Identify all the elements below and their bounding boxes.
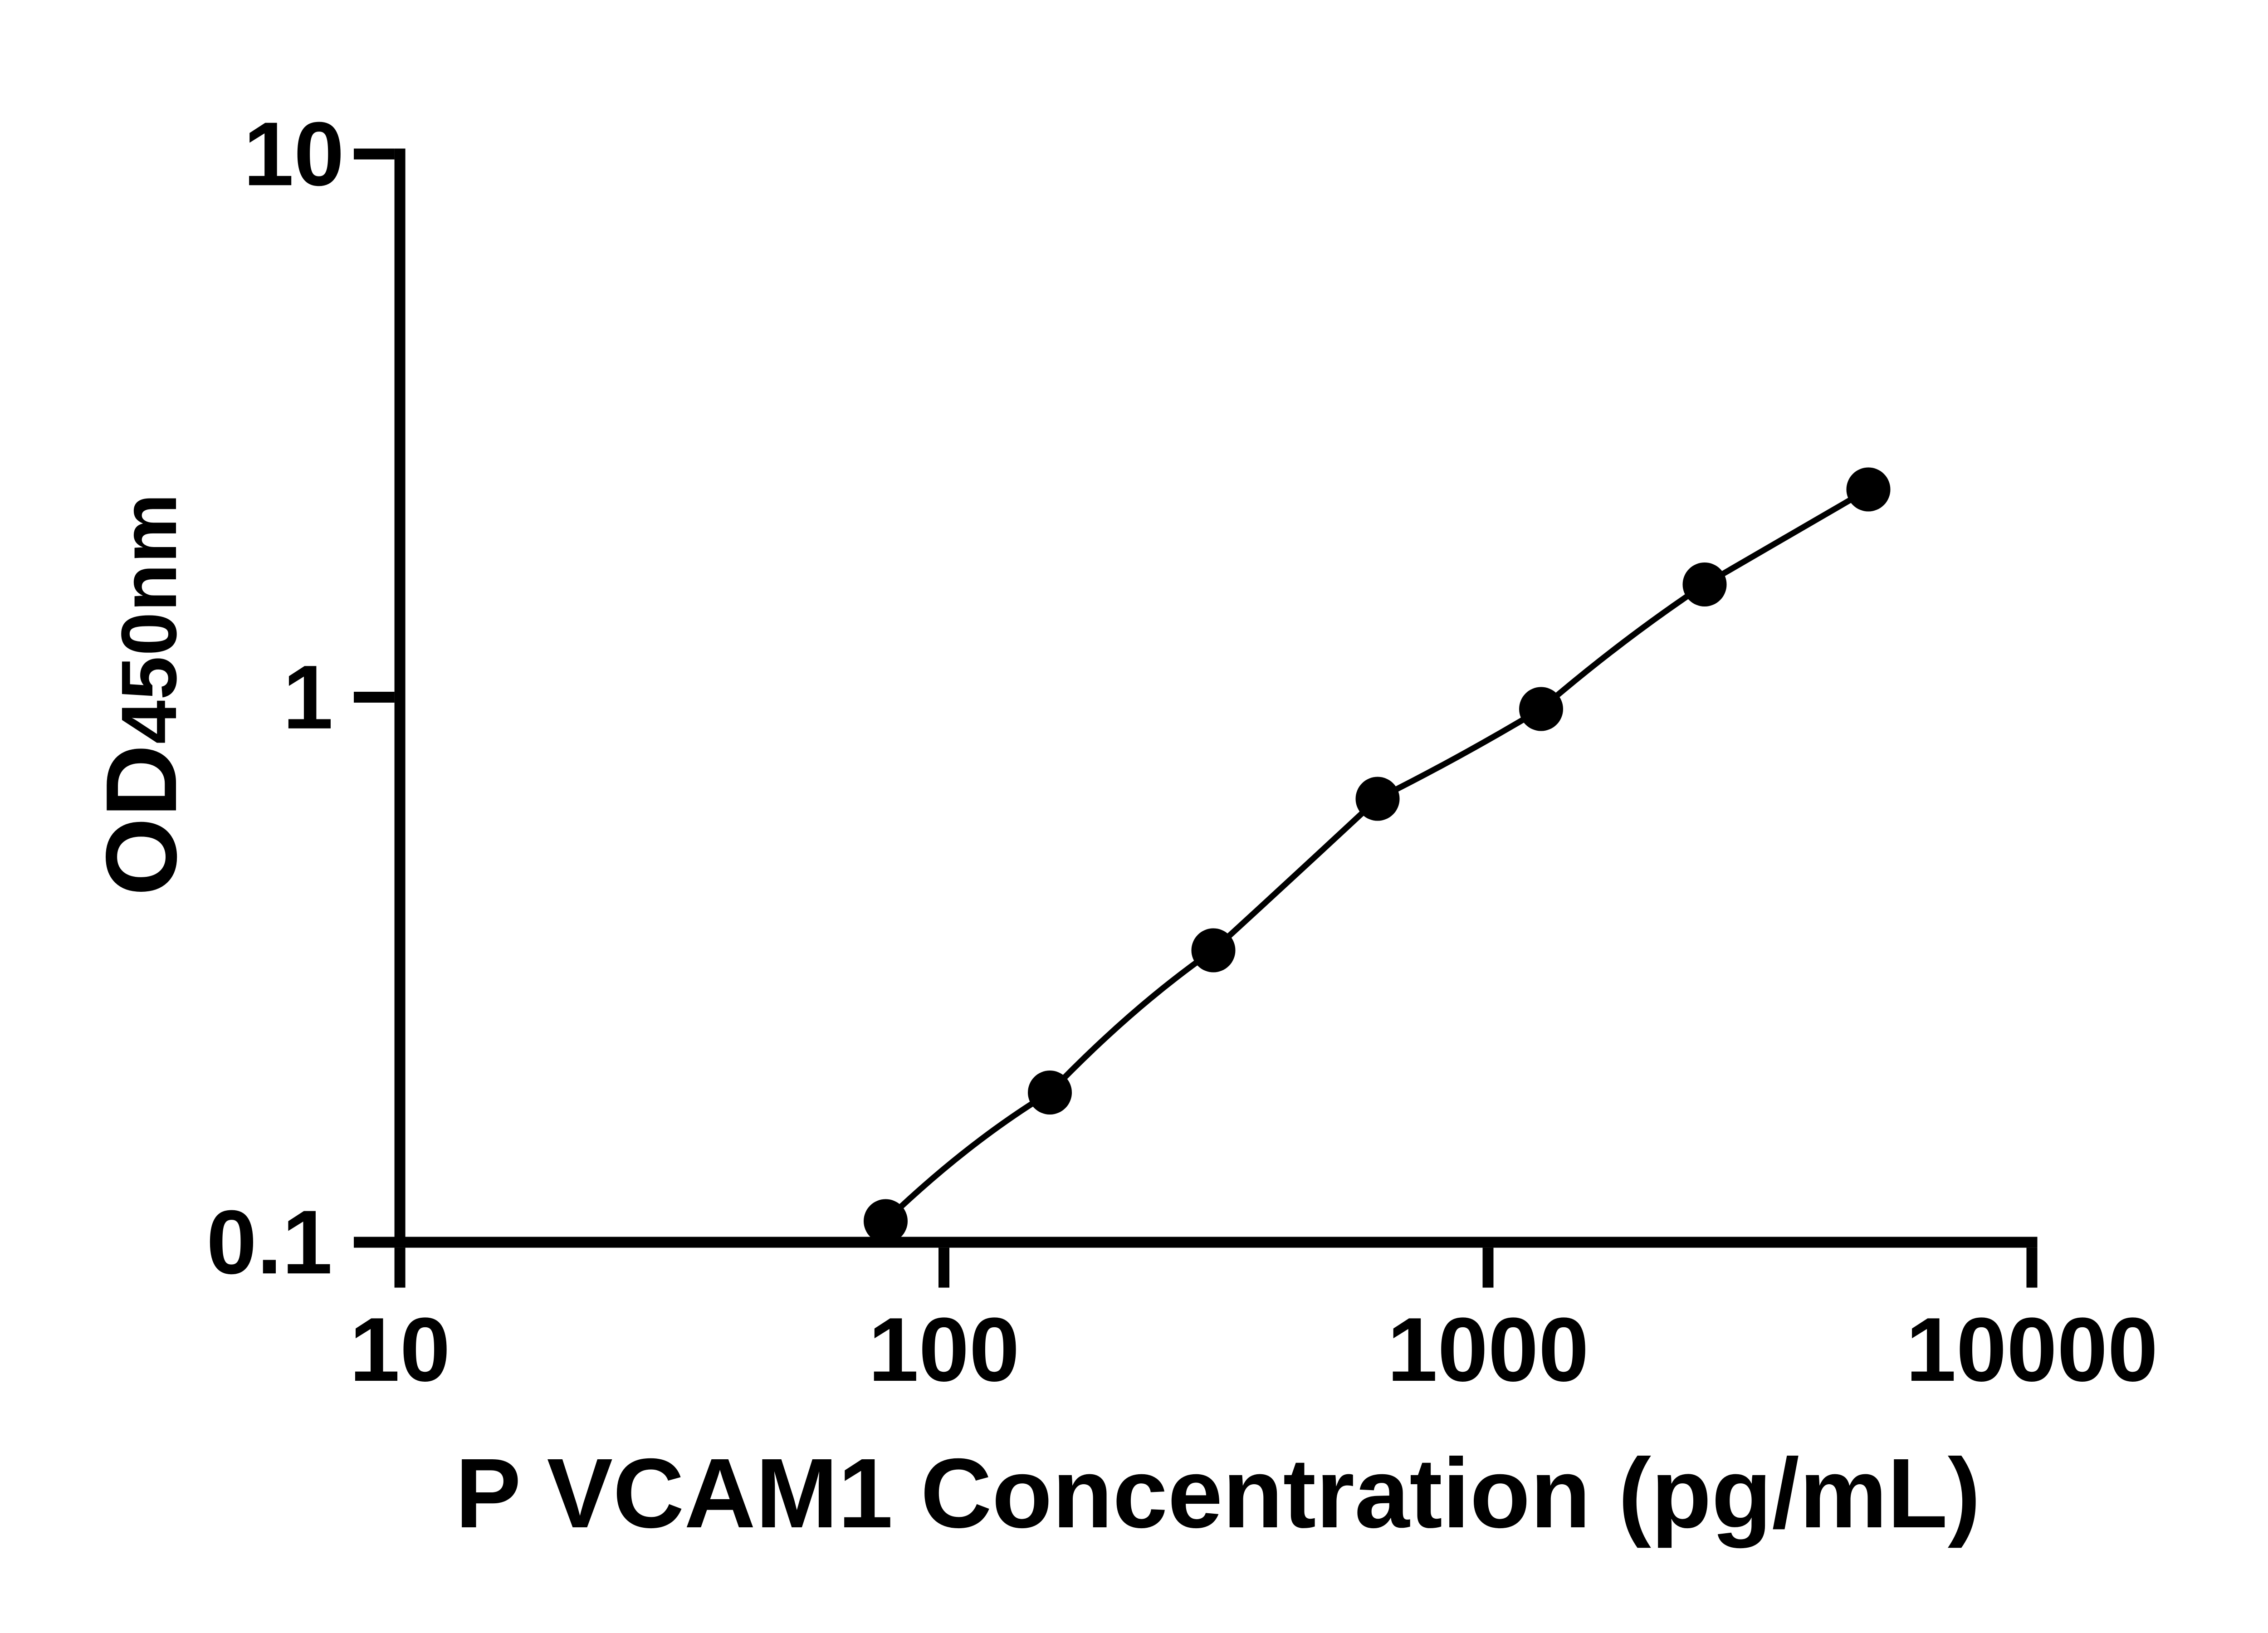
svg-text:10000: 10000 xyxy=(1906,1299,2158,1400)
svg-text:OD450nm: OD450nm xyxy=(85,493,198,896)
svg-text:P VCAM1 Concentration (pg/mL): P VCAM1 Concentration (pg/mL) xyxy=(455,1438,1981,1549)
svg-text:1000: 1000 xyxy=(1387,1299,1589,1400)
svg-text:0.1: 0.1 xyxy=(206,1192,332,1293)
svg-text:1: 1 xyxy=(283,647,333,748)
svg-text:10: 10 xyxy=(349,1299,450,1400)
svg-text:10: 10 xyxy=(244,103,344,205)
svg-text:100: 100 xyxy=(868,1299,1020,1400)
